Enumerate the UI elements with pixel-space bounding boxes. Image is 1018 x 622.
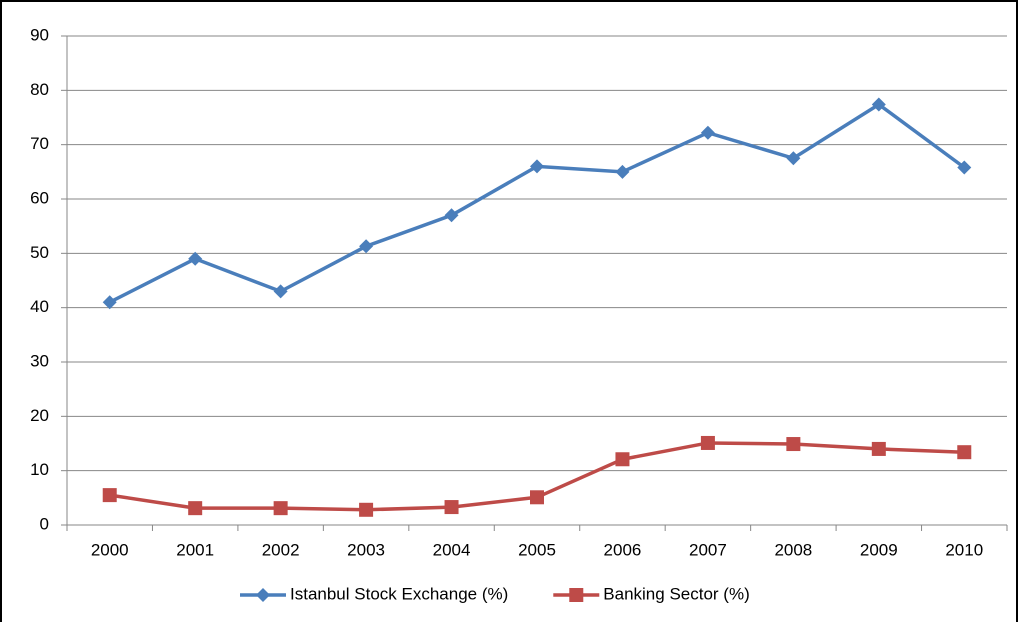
marker — [102, 488, 117, 503]
marker — [102, 295, 117, 310]
marker — [273, 284, 288, 299]
y-tick-label: 80 — [30, 80, 49, 99]
x-tick-label: 2002 — [262, 540, 300, 559]
x-tick-label: 2008 — [774, 540, 812, 559]
y-tick-label: 50 — [30, 243, 49, 262]
legend-label: Istanbul Stock Exchange (%) — [290, 584, 508, 603]
marker — [359, 502, 374, 517]
x-tick-label: 2005 — [518, 540, 556, 559]
marker — [359, 239, 374, 254]
marker — [871, 441, 886, 456]
y-tick-label: 70 — [30, 134, 49, 153]
marker — [188, 501, 203, 516]
y-tick-label: 10 — [30, 460, 49, 479]
x-tick-label: 2009 — [860, 540, 898, 559]
y-tick-label: 20 — [30, 406, 49, 425]
legend-marker — [256, 588, 270, 602]
y-tick-label: 90 — [30, 25, 49, 44]
marker — [957, 160, 972, 175]
marker — [700, 435, 715, 450]
marker — [188, 251, 203, 266]
y-tick-label: 60 — [30, 188, 49, 207]
x-tick-label: 2000 — [91, 540, 129, 559]
marker — [871, 97, 886, 112]
y-tick-label: 40 — [30, 297, 49, 316]
x-tick-label: 2007 — [689, 540, 727, 559]
marker — [957, 445, 972, 460]
x-tick-label: 2010 — [945, 540, 983, 559]
legend-label: Banking Sector (%) — [603, 584, 749, 603]
y-tick-label: 30 — [30, 351, 49, 370]
x-tick-label: 2003 — [347, 540, 385, 559]
y-tick-label: 0 — [40, 514, 49, 533]
marker — [444, 208, 459, 223]
marker — [615, 164, 630, 179]
x-tick-label: 2006 — [604, 540, 642, 559]
marker — [615, 452, 630, 467]
marker — [700, 125, 715, 140]
legend-marker — [569, 588, 584, 602]
marker — [786, 437, 801, 452]
marker — [786, 151, 801, 166]
marker — [444, 500, 459, 515]
x-tick-label: 2001 — [176, 540, 214, 559]
marker — [530, 490, 544, 505]
marker — [530, 159, 544, 174]
marker — [273, 501, 288, 516]
x-tick-label: 2004 — [433, 540, 471, 559]
